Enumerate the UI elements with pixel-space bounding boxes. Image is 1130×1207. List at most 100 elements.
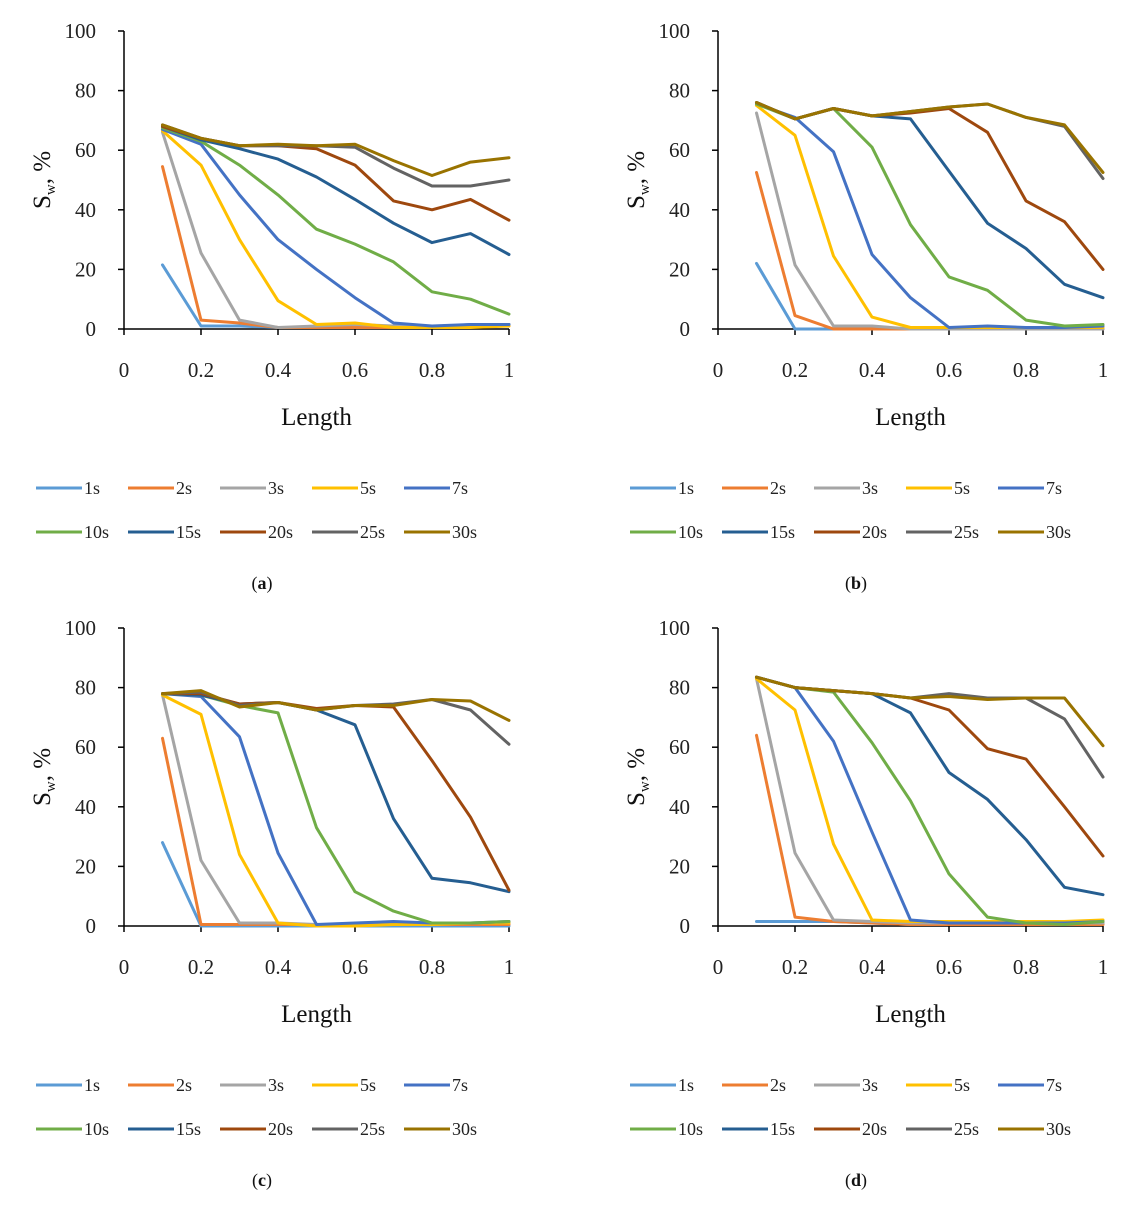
y-tick-label: 20	[75, 257, 96, 281]
x-tick-label: 0.4	[859, 358, 886, 382]
x-tick-label: 1	[504, 358, 515, 382]
legend-label-7s: 7s	[1046, 478, 1062, 498]
y-tick-label: 80	[75, 676, 96, 700]
y-axis-label-sub: w	[43, 781, 59, 792]
legend-label-30s: 30s	[452, 522, 477, 542]
legend-label-30s: 30s	[1046, 1119, 1071, 1139]
panel-caption-letter: d	[851, 1170, 861, 1190]
y-axis-label-unit: , %	[623, 151, 650, 184]
legend-label-15s: 15s	[770, 522, 795, 542]
legend-label-30s: 30s	[452, 1119, 477, 1139]
y-tick-label: 100	[659, 616, 691, 640]
series-line-7s	[161, 692, 511, 926]
x-tick-label: 0.6	[936, 955, 962, 979]
legend-label-2s: 2s	[176, 478, 192, 498]
series-line-15s	[161, 124, 511, 256]
y-axis-label: Sw, %	[623, 748, 653, 806]
x-axis-label: Length	[875, 1001, 946, 1028]
panel-caption: (b)	[845, 573, 867, 594]
legend-label-3s: 3s	[268, 478, 284, 498]
legend-label-30s: 30s	[1046, 522, 1071, 542]
x-tick-label: 0.6	[342, 358, 368, 382]
series-line-3s	[755, 677, 1105, 925]
y-tick-label: 80	[669, 676, 690, 700]
x-axis-label: Length	[281, 1001, 352, 1028]
x-tick-label: 0.8	[1013, 955, 1039, 979]
series-line-15s	[755, 101, 1105, 300]
legend-label-2s: 2s	[770, 1075, 786, 1095]
legend-label-20s: 20s	[268, 1119, 293, 1139]
series-line-10s	[161, 126, 511, 316]
x-tick-label: 0.2	[782, 955, 808, 979]
legend-label-3s: 3s	[862, 478, 878, 498]
y-axis-label-main: S	[29, 195, 56, 209]
legend-label-15s: 15s	[770, 1119, 795, 1139]
y-axis-label-unit: , %	[29, 151, 56, 184]
y-tick-label: 0	[86, 914, 97, 938]
x-tick-label: 0.8	[1013, 358, 1039, 382]
y-tick-label: 100	[65, 616, 97, 640]
x-tick-label: 0.4	[859, 955, 886, 979]
legend-label-2s: 2s	[176, 1075, 192, 1095]
x-tick-label: 0.2	[782, 358, 808, 382]
y-tick-label: 0	[680, 317, 691, 341]
y-axis-label-sub: w	[637, 781, 653, 792]
series-line-10s	[161, 692, 511, 925]
legend-label-20s: 20s	[268, 522, 293, 542]
x-tick-label: 0.6	[936, 358, 962, 382]
y-tick-label: 40	[75, 795, 96, 819]
panel-caption: (d)	[845, 1170, 867, 1191]
legend-label-10s: 10s	[678, 1119, 703, 1139]
series-line-3s	[161, 693, 511, 926]
y-axis-label-main: S	[29, 792, 56, 806]
x-tick-label: 0	[119, 955, 130, 979]
legend-label-25s: 25s	[360, 522, 385, 542]
panel-caption-letter: c	[258, 1170, 266, 1190]
y-tick-label: 40	[669, 795, 690, 819]
y-tick-label: 20	[75, 854, 96, 878]
y-axis-label: Sw, %	[29, 748, 59, 806]
series-line-30s	[161, 123, 511, 177]
series-line-30s	[755, 101, 1105, 174]
legend-label-7s: 7s	[452, 478, 468, 498]
legend-label-10s: 10s	[678, 522, 703, 542]
series-line-7s	[161, 127, 511, 328]
x-tick-label: 1	[1098, 358, 1109, 382]
x-tick-label: 1	[1098, 955, 1109, 979]
panel-caption: (a)	[252, 573, 273, 594]
legend-label-5s: 5s	[360, 1075, 376, 1095]
y-tick-label: 60	[669, 138, 690, 162]
y-axis-label-main: S	[623, 792, 650, 806]
y-tick-label: 0	[680, 914, 691, 938]
x-tick-label: 0.8	[419, 955, 445, 979]
chart-b-svg: 0 20 40 60 80 100 0 0.2 0.4 0.6 0.8 1 Length Sw, % 1s 2…	[623, 19, 1109, 594]
legend-label-1s: 1s	[84, 478, 100, 498]
chart-panel-c: 0 20 40 60 80 100 0 0.2 0.4 0.6 0.8 1 Length Sw, % 1s 2…	[0, 597, 560, 1197]
x-axis-label: Length	[875, 404, 946, 431]
legend-label-15s: 15s	[176, 1119, 201, 1139]
legend-label-10s: 10s	[84, 522, 109, 542]
legend-label-5s: 5s	[954, 1075, 970, 1095]
legend-label-20s: 20s	[862, 522, 887, 542]
y-tick-label: 40	[669, 198, 690, 222]
legend-label-10s: 10s	[84, 1119, 109, 1139]
y-tick-label: 20	[669, 257, 690, 281]
x-tick-label: 0	[713, 358, 724, 382]
x-tick-label: 0.2	[188, 358, 214, 382]
legend-label-7s: 7s	[1046, 1075, 1062, 1095]
series-line-5s	[161, 693, 511, 928]
legend-label-5s: 5s	[360, 478, 376, 498]
y-tick-label: 80	[669, 79, 690, 103]
series-line-10s	[755, 675, 1105, 926]
x-tick-label: 0.6	[342, 955, 368, 979]
chart-panel-a: 0 20 40 60 80 100 0 0.2 0.4 0.6 0.8 1 Length Sw, % 1s 2…	[0, 0, 560, 600]
legend-label-1s: 1s	[84, 1075, 100, 1095]
y-axis-label-unit: , %	[29, 748, 56, 781]
legend-label-3s: 3s	[268, 1075, 284, 1095]
y-tick-label: 60	[75, 735, 96, 759]
chart-a-svg: 0 20 40 60 80 100 0 0.2 0.4 0.6 0.8 1 Length Sw, % 1s 2…	[29, 19, 515, 594]
x-axis-label: Length	[281, 404, 352, 431]
y-tick-label: 40	[75, 198, 96, 222]
series-line-30s	[755, 675, 1105, 748]
legend-label-25s: 25s	[954, 1119, 979, 1139]
